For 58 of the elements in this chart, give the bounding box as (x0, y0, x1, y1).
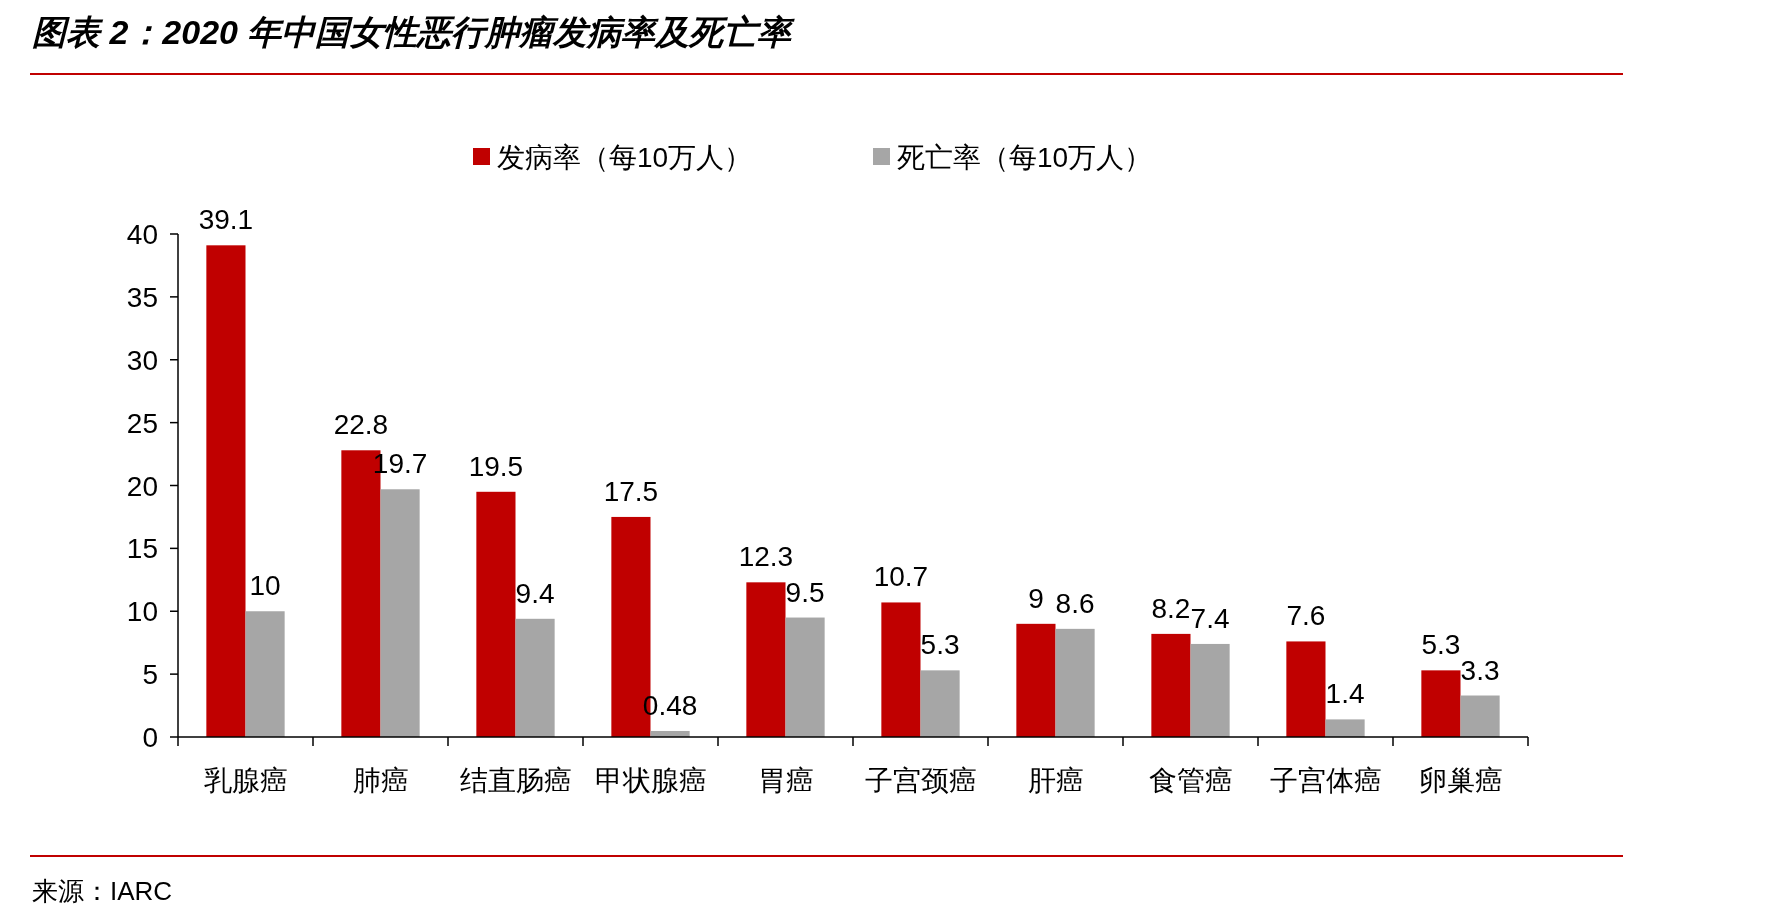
y-tick-label: 25 (126, 407, 158, 439)
x-tick-label: 结直肠癌 (459, 765, 572, 796)
data-label: 5.3 (1421, 629, 1461, 661)
x-tick-label: 子宫体癌 (1269, 765, 1382, 796)
x-tick-label: 乳腺癌 (203, 765, 288, 796)
x-tick-label: 食管癌 (1148, 765, 1233, 796)
chart-title: 图表 2：2020 年中国女性恶行肿瘤发病率及死亡率 (32, 13, 796, 51)
y-tick-label: 20 (126, 470, 158, 502)
y-tick-label: 35 (126, 281, 158, 313)
bar (1016, 623, 1056, 737)
x-tick-label: 肺癌 (352, 765, 409, 796)
x-tick-label: 胃癌 (757, 765, 814, 796)
data-label: 9.4 (515, 577, 555, 609)
bar (1190, 643, 1230, 737)
data-label: 10.7 (873, 561, 929, 593)
data-label: 10 (249, 570, 281, 602)
x-tick-label: 甲状腺癌 (594, 765, 707, 796)
bar (245, 611, 285, 737)
data-label: 9.5 (785, 576, 825, 608)
legend-label: 发病率（每10万人） (497, 142, 753, 173)
x-tick-label: 肝癌 (1027, 765, 1084, 796)
y-tick-label: 15 (126, 533, 158, 565)
data-label: 8.6 (1055, 587, 1095, 619)
data-label: 39.1 (198, 204, 254, 236)
bar (476, 491, 516, 737)
bar (206, 245, 246, 737)
data-label: 7.4 (1190, 602, 1230, 634)
y-tick-label: 40 (126, 219, 158, 250)
source-note: 来源：IARC (32, 876, 173, 906)
data-label: 5.3 (920, 629, 960, 661)
data-label: 8.2 (1151, 592, 1191, 624)
y-tick-label: 30 (126, 344, 158, 376)
data-label: 7.6 (1286, 600, 1326, 632)
data-label: 12.3 (738, 541, 794, 573)
legend-label: 死亡率（每10万人） (897, 142, 1153, 173)
bar (1151, 633, 1191, 737)
bar (1460, 695, 1500, 737)
x-tick-label: 卵巢癌 (1418, 765, 1503, 796)
bar (1325, 719, 1365, 737)
data-label: 3.3 (1460, 654, 1500, 686)
bar (515, 618, 555, 737)
bar (746, 582, 786, 737)
x-tick-label: 子宫颈癌 (864, 765, 977, 796)
data-label: 17.5 (603, 475, 659, 507)
data-label: 1.4 (1325, 678, 1365, 710)
y-tick-label: 10 (126, 596, 158, 628)
bar (881, 602, 921, 737)
data-label: 9 (1028, 582, 1044, 614)
bar (1055, 628, 1095, 737)
y-tick-label: 5 (142, 659, 158, 691)
bar (1421, 670, 1461, 737)
y-tick-label: 0 (142, 722, 158, 753)
data-label: 22.8 (333, 409, 389, 441)
bar (380, 489, 420, 737)
data-label: 19.5 (468, 450, 524, 482)
bar (1286, 641, 1326, 737)
bar (920, 670, 960, 737)
bar (785, 617, 825, 737)
